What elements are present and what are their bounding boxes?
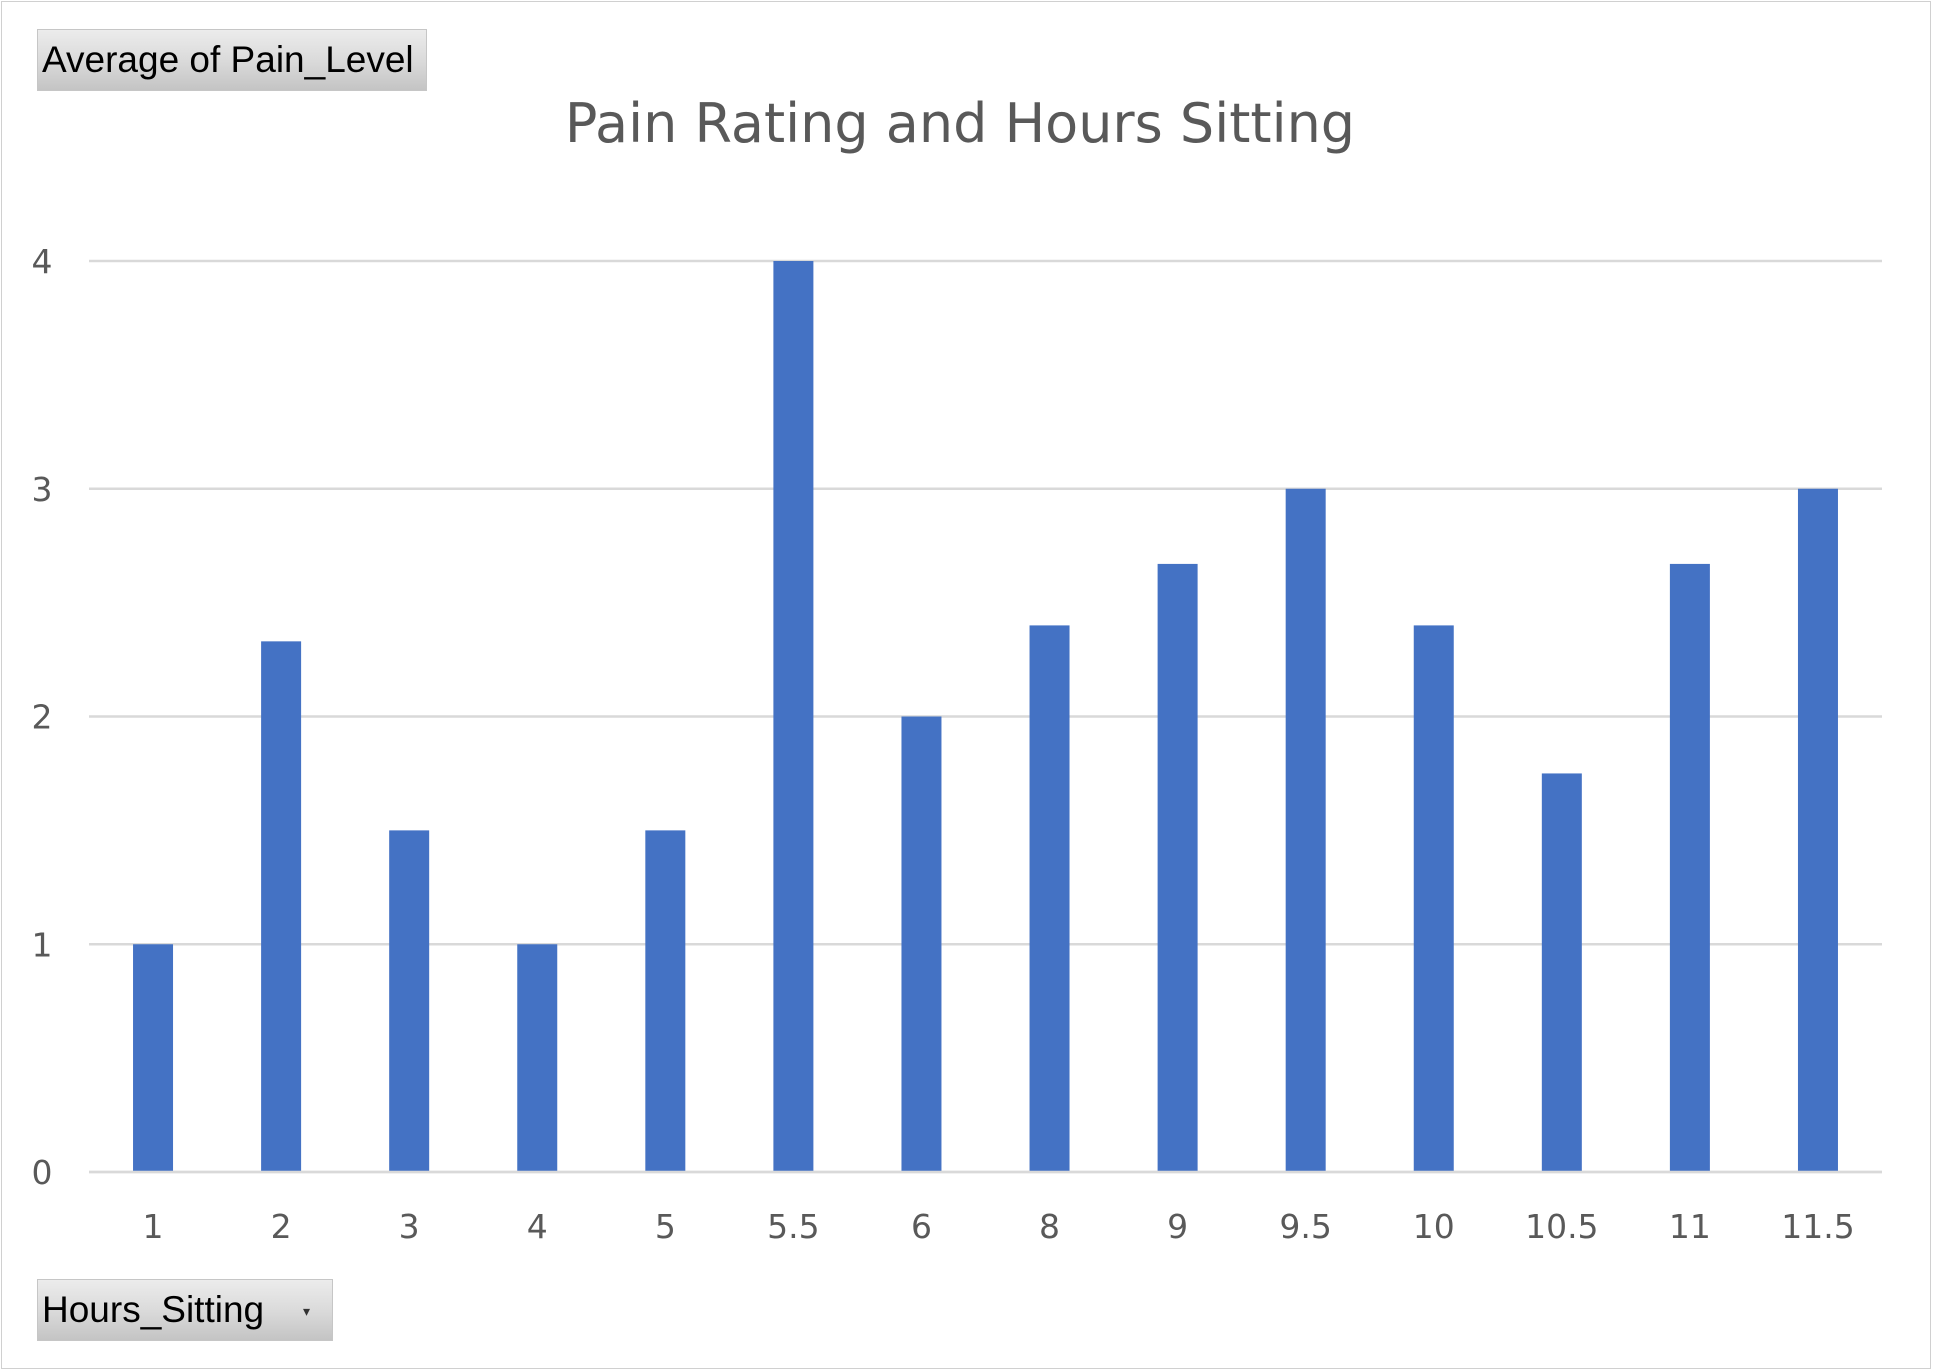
bar[interactable] bbox=[133, 944, 174, 1172]
value-field-label: Average of Pain_Level bbox=[42, 39, 414, 80]
x-tick-label: 10 bbox=[1413, 1207, 1455, 1246]
bar[interactable] bbox=[261, 641, 302, 1172]
bar[interactable] bbox=[1669, 563, 1710, 1172]
bar[interactable] bbox=[1285, 488, 1326, 1172]
dropdown-arrow-icon[interactable]: ▾ bbox=[302, 1303, 310, 1319]
x-tick-label: 9 bbox=[1167, 1207, 1188, 1246]
bar[interactable] bbox=[1541, 773, 1582, 1172]
x-tick-label: 5 bbox=[655, 1207, 676, 1246]
bar[interactable] bbox=[901, 716, 942, 1173]
x-tick-label: 1 bbox=[143, 1207, 164, 1246]
bar[interactable] bbox=[389, 830, 430, 1172]
x-tick-label: 9.5 bbox=[1279, 1207, 1331, 1246]
x-tick-label: 5.5 bbox=[767, 1207, 819, 1246]
axis-field-label: Hours_Sitting bbox=[42, 1289, 265, 1330]
y-tick-label: 4 bbox=[32, 242, 53, 281]
x-tick-label: 6 bbox=[911, 1207, 932, 1246]
y-tick-label: 0 bbox=[32, 1153, 53, 1192]
bar[interactable] bbox=[1157, 563, 1198, 1172]
axis-field-button[interactable]: Hours_Sitting ▾ bbox=[37, 1279, 333, 1341]
x-tick-label: 4 bbox=[527, 1207, 548, 1246]
bar[interactable] bbox=[1797, 488, 1838, 1172]
x-tick-label: 2 bbox=[271, 1207, 292, 1246]
x-tick-label: 10.5 bbox=[1525, 1207, 1598, 1246]
y-tick-label: 3 bbox=[32, 470, 53, 509]
chart-title: Pain Rating and Hours Sitting bbox=[564, 92, 1356, 155]
bar[interactable] bbox=[517, 944, 558, 1172]
bar[interactable] bbox=[773, 261, 814, 1172]
x-tick-label: 3 bbox=[399, 1207, 420, 1246]
y-tick-label: 2 bbox=[32, 698, 53, 737]
bar[interactable] bbox=[645, 830, 686, 1172]
y-tick-label: 1 bbox=[32, 925, 53, 964]
value-field-button[interactable]: Average of Pain_Level bbox=[37, 29, 427, 91]
x-tick-label: 8 bbox=[1039, 1207, 1060, 1246]
x-tick-label: 11 bbox=[1669, 1207, 1711, 1246]
bar[interactable] bbox=[1029, 625, 1070, 1172]
x-tick-label: 11.5 bbox=[1781, 1207, 1854, 1246]
bar[interactable] bbox=[1413, 625, 1454, 1172]
